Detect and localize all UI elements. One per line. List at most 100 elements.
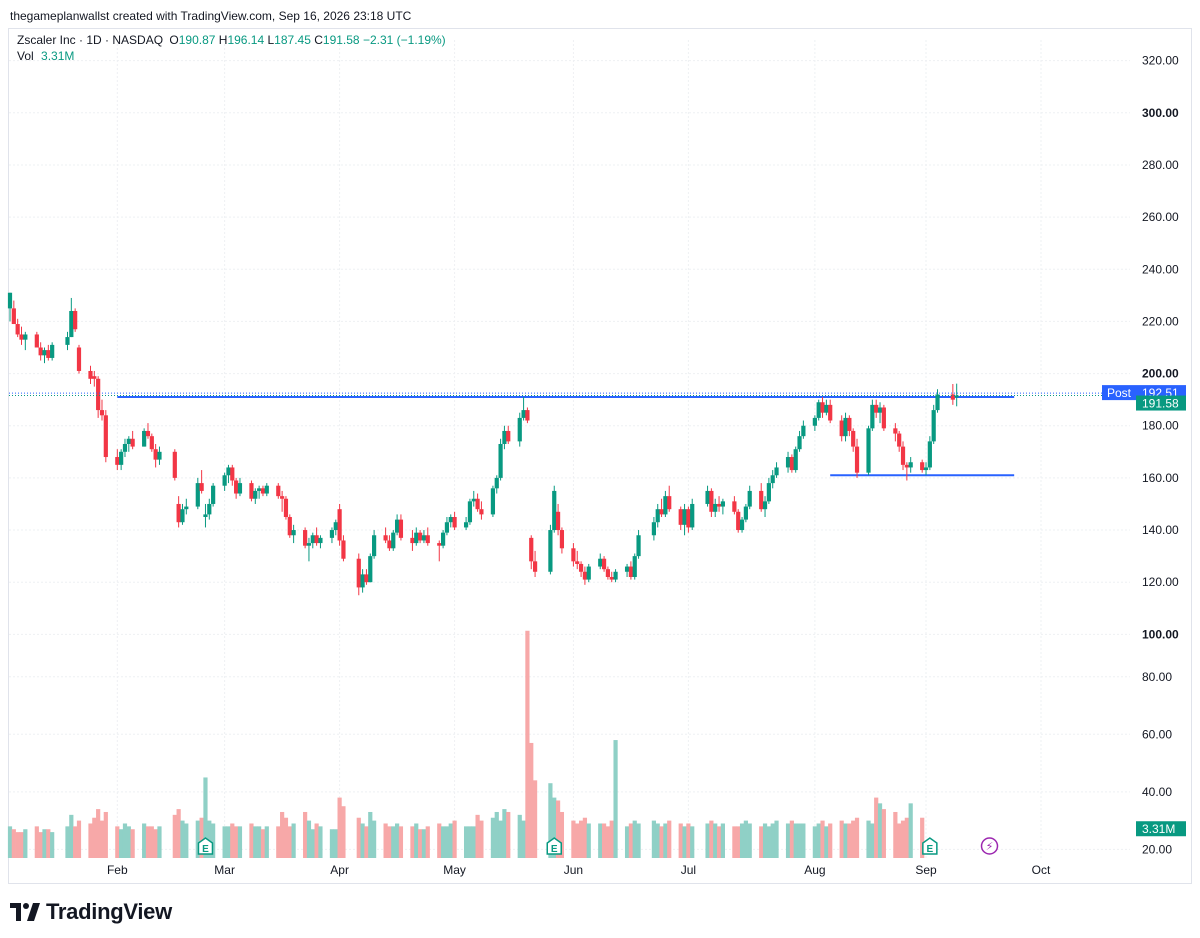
candle-body xyxy=(253,490,258,499)
footer-logo: TradingView xyxy=(10,898,172,926)
candle-body xyxy=(586,566,591,580)
volume-bar xyxy=(502,809,507,858)
volume-bar xyxy=(15,832,20,858)
volume-bar xyxy=(337,797,342,858)
candle-body xyxy=(632,556,637,577)
volume-bar xyxy=(356,817,361,858)
volume-bar xyxy=(851,820,856,858)
candle-body xyxy=(103,415,108,458)
volume-bar xyxy=(42,829,47,858)
candle-body xyxy=(847,417,852,431)
candle-body xyxy=(690,503,695,528)
volume-tick-label: 20.00 xyxy=(1142,842,1172,856)
candle-body xyxy=(920,462,925,471)
volume-bar xyxy=(440,826,446,858)
candle-body xyxy=(613,571,618,580)
volume-bar xyxy=(575,823,580,858)
candle-body xyxy=(605,569,611,577)
volume-bar xyxy=(578,820,584,858)
candle-body xyxy=(598,558,603,567)
earnings-marker-label: E xyxy=(202,844,209,855)
volume-bar xyxy=(195,820,200,858)
price-tick-label: 320.00 xyxy=(1142,54,1179,68)
candle-body xyxy=(387,540,392,549)
volume-bar xyxy=(555,800,561,858)
volume-bar xyxy=(372,820,377,858)
candle-body xyxy=(76,347,82,371)
candle-body xyxy=(211,485,216,504)
volume-bar xyxy=(467,826,473,858)
candle-body xyxy=(663,496,668,515)
volume-bar xyxy=(119,829,124,858)
candle-body xyxy=(797,436,802,450)
candle-body xyxy=(356,558,361,588)
volume-bar xyxy=(774,820,779,858)
candle-body xyxy=(828,404,833,421)
candle-body xyxy=(207,503,212,515)
volume-bar xyxy=(96,809,101,858)
tradingview-logo-icon xyxy=(10,903,40,921)
volume-bar xyxy=(437,823,442,858)
candle-body xyxy=(199,483,204,491)
volume-bar xyxy=(149,826,154,858)
volume-bar xyxy=(667,820,672,858)
volume-bar xyxy=(739,823,745,858)
candle-body xyxy=(893,428,898,434)
candle-body xyxy=(747,490,752,507)
candle-body xyxy=(11,308,16,325)
lightning-icon xyxy=(980,837,999,855)
volume-bar xyxy=(276,826,281,858)
candle-body xyxy=(398,519,404,538)
volume-label[interactable]: Vol xyxy=(17,49,34,63)
candle-body xyxy=(414,532,419,544)
candle-body xyxy=(651,522,656,536)
price-tick-label: 300.00 xyxy=(1142,106,1179,120)
close-label: C xyxy=(314,33,323,47)
high-label: H xyxy=(218,33,228,47)
candle-body xyxy=(130,438,135,447)
volume-bar xyxy=(314,823,319,858)
earnings-marker-label: E xyxy=(551,844,558,855)
candle-body xyxy=(774,467,779,476)
low-value: 187.45 xyxy=(274,33,311,47)
candle-body xyxy=(559,530,565,549)
candle-body xyxy=(418,532,423,541)
candle-body xyxy=(50,344,55,358)
volume-bar xyxy=(532,780,538,858)
price-tick-label: 160.00 xyxy=(1142,471,1179,485)
price-tick-label: 100.00 xyxy=(1142,627,1179,641)
candle-body xyxy=(578,563,584,572)
candle-body xyxy=(176,503,181,523)
volume-bar xyxy=(521,820,526,858)
candle-body xyxy=(532,561,538,572)
candle-body xyxy=(463,522,469,528)
high-value: 196.14 xyxy=(227,33,265,47)
candle-body xyxy=(743,506,748,520)
volume-bar xyxy=(395,823,400,858)
volume-bar xyxy=(50,832,55,858)
volume-bar xyxy=(586,823,591,858)
candle-body xyxy=(7,292,13,309)
candle-body xyxy=(329,530,335,538)
volume-bar xyxy=(88,823,93,858)
time-tick-label: May xyxy=(443,863,466,877)
candle-body xyxy=(521,410,526,418)
candle-body xyxy=(364,574,369,583)
time-tick-label: Aug xyxy=(804,863,825,877)
volume-bar xyxy=(448,823,453,858)
candle-body xyxy=(92,376,97,379)
chart-frame[interactable] xyxy=(8,28,1192,884)
volume-bar xyxy=(207,820,212,858)
candle-body xyxy=(479,509,484,515)
volume-bar xyxy=(414,823,419,858)
candle-body xyxy=(739,519,745,531)
volume-bar xyxy=(571,820,576,858)
volume-bar xyxy=(283,817,289,858)
candle-body xyxy=(793,449,798,471)
candle-body xyxy=(15,324,20,335)
candle-body xyxy=(306,543,312,546)
symbol-name[interactable]: Zscaler Inc · 1D · NASDAQ xyxy=(17,33,164,47)
candle-body xyxy=(820,402,825,413)
candle-body xyxy=(548,530,553,572)
